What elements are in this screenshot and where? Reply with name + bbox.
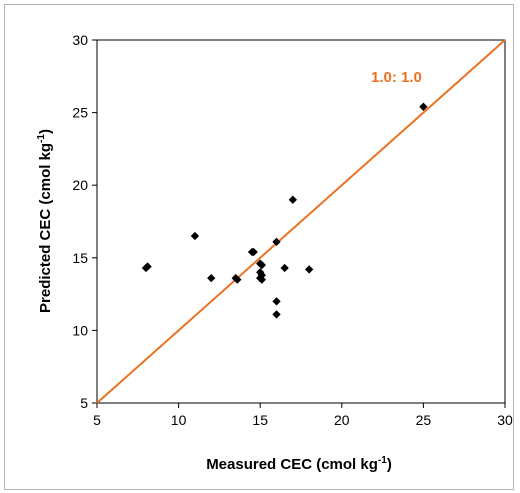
x-tick-label: 10 [171,412,187,428]
y-tick-label: 15 [72,250,88,266]
x-axis-title: Measured CEC (cmol kg-1) [206,455,392,473]
y-axis-title: Predicted CEC (cmol kg-1) [36,129,54,313]
x-tick-label: 15 [252,412,268,428]
y-axis-title-close: ) [37,129,54,134]
data-point [272,297,281,306]
data-point [280,263,289,273]
data-point [419,102,428,111]
data-points [141,102,428,319]
x-axis-title-close: ) [387,456,392,473]
reference-line-label: 1.0: 1.0 [371,69,422,86]
data-point [249,247,258,257]
x-tick-label: 20 [334,412,350,428]
data-point [207,273,216,283]
y-tick-label: 30 [72,32,88,48]
data-point [257,275,266,284]
plot-area-border [96,39,506,404]
data-point [257,260,266,270]
axes: 5 10 15 20 25 30 5 10 15 20 25 30 [72,32,513,428]
x-tick-label: 5 [93,412,101,428]
data-point [288,195,298,204]
y-tick-label: 25 [72,105,88,121]
data-point [272,237,281,246]
data-point [272,310,281,319]
chart-frame [4,4,514,490]
x-axis-title-main: Measured CEC (cmol kg [206,456,378,473]
y-axis-title-sup: -1 [36,134,47,143]
y-tick-label: 5 [80,395,88,411]
x-axis-title-sup: -1 [378,455,387,466]
y-tick-label: 10 [72,322,88,338]
data-point [143,262,152,271]
x-tick-label: 30 [497,412,513,428]
data-point [190,231,200,241]
reference-line-group [96,39,506,404]
y-axis-title-main: Predicted CEC (cmol kg [37,143,54,313]
y-tick-label: 20 [72,177,88,193]
data-point [233,275,242,284]
data-point [304,265,314,274]
x-tick-label: 25 [416,412,432,428]
reference-line-1-to-1 [96,39,506,404]
